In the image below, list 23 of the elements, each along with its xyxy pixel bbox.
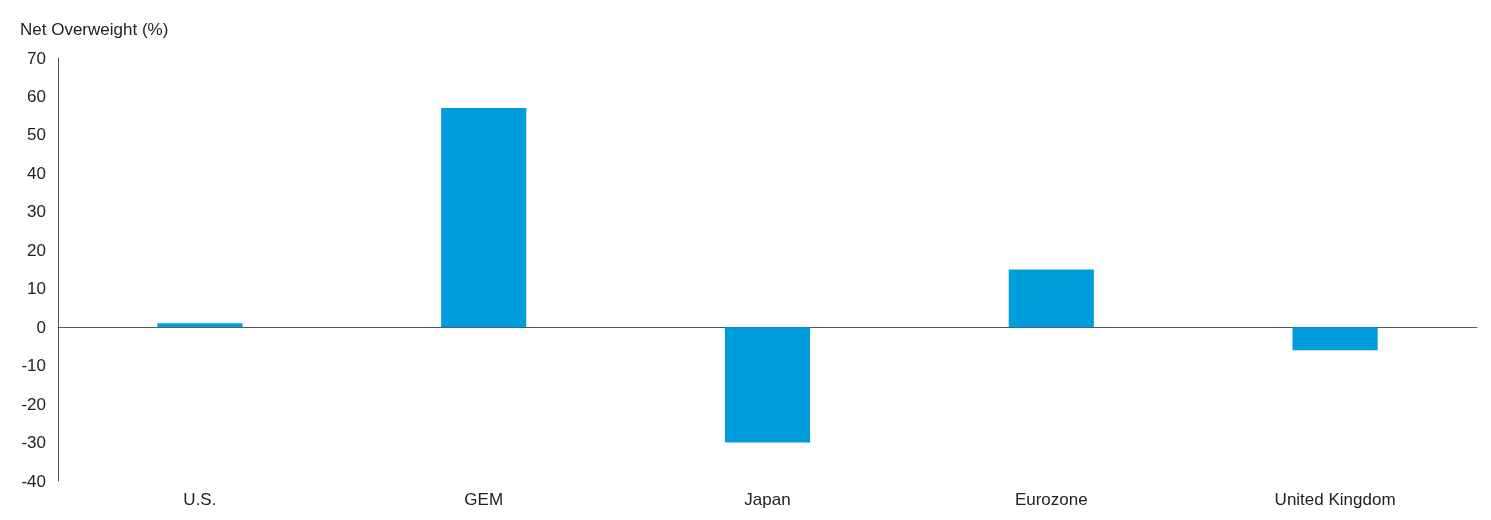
y-tick-label: -10 bbox=[21, 356, 46, 376]
y-tick-label: 60 bbox=[27, 86, 46, 106]
bar bbox=[1292, 327, 1378, 351]
y-tick-label: 50 bbox=[27, 125, 46, 145]
x-tick-label: Eurozone bbox=[1014, 490, 1088, 509]
y-tick-label: 20 bbox=[27, 240, 46, 260]
x-tick-label: U.S. bbox=[183, 490, 217, 509]
bar bbox=[157, 323, 243, 328]
y-tick-label: 0 bbox=[36, 317, 46, 337]
bar bbox=[724, 327, 811, 443]
y-tick-label: 70 bbox=[27, 48, 46, 68]
y-axis-title: Net Overweight (%) bbox=[20, 20, 169, 39]
y-tick-label: -30 bbox=[21, 433, 46, 453]
y-tick-label: -40 bbox=[21, 471, 46, 491]
bar bbox=[1008, 269, 1094, 328]
x-tick-label: Japan bbox=[744, 490, 791, 509]
y-tick-label: 10 bbox=[27, 279, 46, 299]
x-tick-label: United Kingdom bbox=[1274, 490, 1396, 509]
y-tick-label: -20 bbox=[21, 394, 46, 414]
x-tick-label: GEM bbox=[464, 490, 504, 509]
y-tick-label: 40 bbox=[27, 163, 46, 183]
y-tick-label: 30 bbox=[27, 202, 46, 222]
bar bbox=[441, 107, 527, 328]
